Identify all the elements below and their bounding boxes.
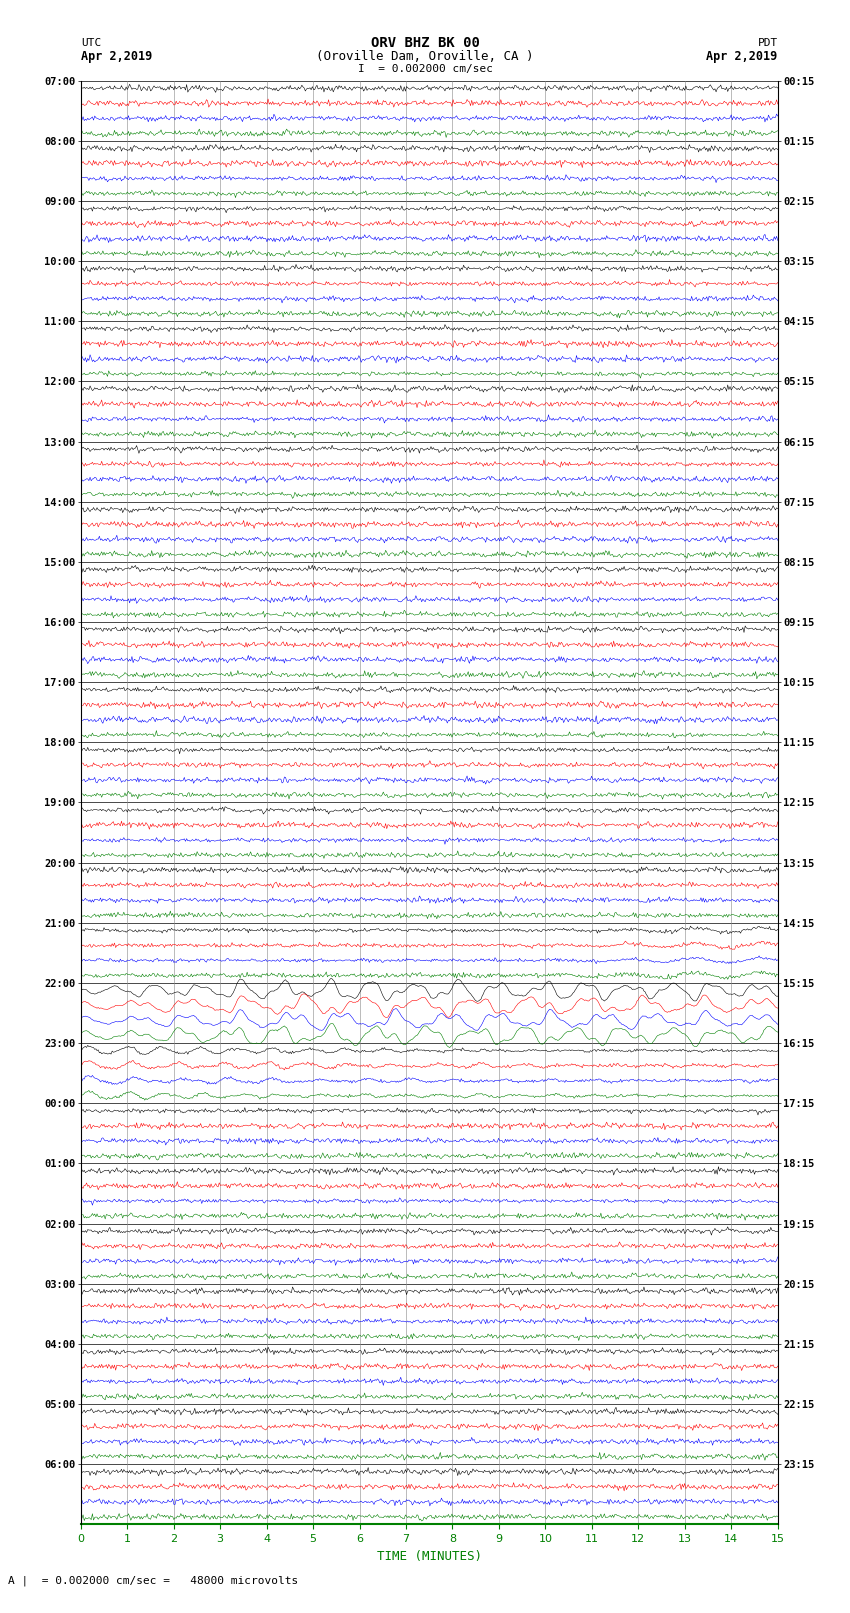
Text: ORV BHZ BK 00: ORV BHZ BK 00: [371, 35, 479, 50]
Text: Apr 2,2019: Apr 2,2019: [706, 50, 778, 63]
X-axis label: TIME (MINUTES): TIME (MINUTES): [377, 1550, 482, 1563]
Text: I  = 0.002000 cm/sec: I = 0.002000 cm/sec: [358, 65, 492, 74]
Text: A |  = 0.002000 cm/sec =   48000 microvolts: A | = 0.002000 cm/sec = 48000 microvolts: [8, 1576, 298, 1586]
Text: PDT: PDT: [757, 37, 778, 48]
Text: Apr 2,2019: Apr 2,2019: [81, 50, 152, 63]
Text: UTC: UTC: [81, 37, 101, 48]
Text: (Oroville Dam, Oroville, CA ): (Oroville Dam, Oroville, CA ): [316, 50, 534, 63]
